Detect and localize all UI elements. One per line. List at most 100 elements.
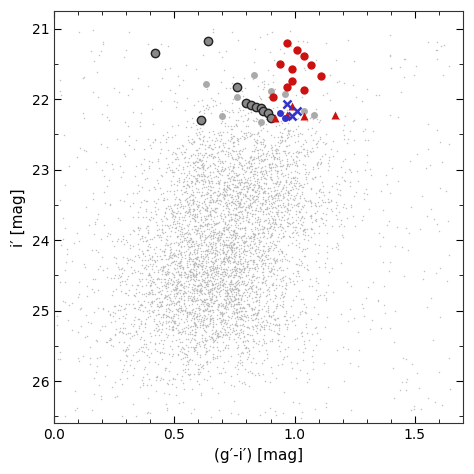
Point [325, 162, 333, 170]
Point [304, 170, 312, 178]
Point [298, 188, 306, 195]
Point [185, 200, 192, 207]
Point [259, 264, 266, 272]
Point [236, 199, 244, 206]
Point [218, 309, 226, 317]
Point [224, 150, 232, 157]
Point [167, 182, 175, 189]
Point [196, 107, 204, 115]
Point [224, 210, 232, 218]
Point [235, 104, 242, 112]
Point [230, 244, 238, 252]
Point [270, 254, 278, 262]
Point [190, 370, 198, 378]
Point [446, 63, 453, 70]
Point [291, 179, 298, 187]
Point [172, 300, 180, 307]
Point [242, 344, 250, 352]
Point [349, 212, 357, 219]
Point [188, 239, 196, 246]
Point [149, 262, 156, 269]
Point [197, 241, 205, 248]
Point [281, 232, 288, 240]
Point [264, 291, 271, 299]
Point [205, 141, 213, 149]
Point [233, 120, 240, 128]
Point [236, 300, 243, 308]
Point [110, 243, 118, 250]
Point [196, 135, 203, 142]
Point [142, 237, 150, 245]
Point [200, 204, 207, 211]
Point [193, 198, 201, 205]
Point [233, 201, 240, 209]
Point [278, 291, 286, 298]
Point [179, 310, 187, 318]
Point [297, 142, 305, 149]
Point [276, 201, 284, 209]
Point [255, 243, 262, 251]
Point [163, 400, 170, 407]
Point [167, 300, 174, 308]
Point [309, 145, 316, 152]
Point [193, 155, 201, 162]
Point [202, 306, 210, 313]
Point [252, 321, 259, 329]
Point [160, 294, 168, 302]
Point [145, 271, 152, 278]
Point [292, 374, 300, 382]
Point [178, 233, 185, 240]
Point [288, 239, 296, 246]
Point [251, 224, 259, 231]
Point [296, 224, 304, 232]
Point [206, 292, 213, 300]
Point [282, 317, 290, 324]
Point [182, 207, 190, 215]
Point [210, 285, 218, 293]
Point [255, 296, 263, 304]
Point [98, 235, 105, 243]
Point [181, 296, 188, 304]
Point [297, 205, 304, 212]
Point [237, 112, 244, 119]
Point [217, 320, 225, 328]
Point [218, 302, 225, 310]
Point [214, 263, 221, 271]
Point [301, 309, 309, 316]
Point [222, 292, 229, 300]
Point [252, 196, 260, 203]
Point [203, 281, 210, 288]
Point [188, 326, 196, 334]
Point [176, 144, 183, 152]
Point [151, 291, 158, 298]
Point [244, 344, 252, 352]
Point [234, 134, 241, 142]
Point [202, 269, 210, 277]
Point [220, 66, 228, 73]
Point [58, 241, 65, 249]
Point [277, 278, 284, 285]
Point [213, 229, 221, 237]
Point [189, 257, 196, 264]
Point [63, 258, 70, 265]
Point [257, 140, 265, 148]
Point [210, 323, 217, 330]
Point [219, 302, 227, 310]
Point [308, 233, 315, 241]
Point [197, 240, 205, 247]
Point [293, 162, 301, 170]
Point [252, 297, 260, 305]
Point [73, 404, 81, 412]
Point [239, 328, 247, 335]
Point [239, 253, 246, 261]
Point [259, 234, 267, 241]
Point [262, 189, 269, 197]
Point [260, 223, 267, 231]
Point [226, 280, 234, 288]
Point [401, 55, 409, 63]
Point [253, 296, 261, 303]
Point [228, 285, 236, 293]
Point [204, 204, 211, 212]
Point [196, 305, 204, 313]
Point [316, 117, 323, 124]
